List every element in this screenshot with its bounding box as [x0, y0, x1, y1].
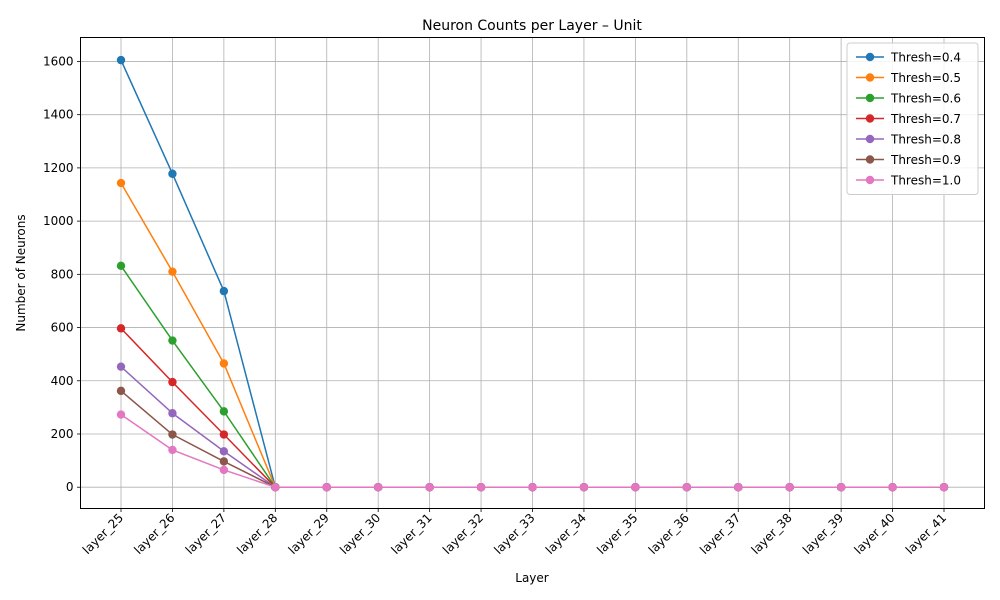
- data-point: [116, 386, 126, 396]
- data-point: [116, 261, 126, 271]
- legend: Thresh=0.4 Thresh=0.5 Thresh=0.6 Thresh=0.7…: [846, 42, 979, 195]
- data-point: [836, 483, 846, 492]
- data-point: [476, 483, 486, 492]
- data-point: [219, 407, 229, 416]
- series-7: [116, 410, 949, 492]
- chart-title: Neuron Counts per Layer – Unit: [422, 18, 642, 34]
- y-axis-label: Number of Neurons: [14, 214, 28, 331]
- data-point: [785, 483, 794, 492]
- legend-marker: [865, 175, 875, 185]
- data-point: [219, 447, 229, 456]
- legend-marker: [865, 73, 875, 82]
- data-point: [116, 362, 126, 371]
- legend-marker: [865, 134, 875, 144]
- legend-label: Thresh=0.6: [890, 92, 961, 106]
- data-point: [116, 324, 126, 333]
- data-point: [528, 483, 537, 492]
- data-point: [168, 409, 177, 418]
- legend-marker: [865, 114, 875, 123]
- y-tick-label: 1400: [43, 108, 74, 122]
- data-point: [734, 483, 743, 492]
- y-tick-label: 1200: [43, 161, 74, 175]
- y-tick-label: 400: [51, 374, 74, 388]
- legend-marker: [865, 52, 875, 62]
- data-point: [373, 483, 383, 492]
- legend-label: Thresh=0.4: [890, 51, 961, 65]
- legend-item: Thresh=0.8: [856, 133, 961, 147]
- data-point: [116, 410, 126, 419]
- legend-item: Thresh=0.7: [856, 112, 961, 126]
- legend-item: Thresh=0.4: [856, 51, 961, 65]
- legend-label: Thresh=0.7: [890, 112, 961, 126]
- data-point: [168, 267, 177, 276]
- y-tick-label: 1600: [43, 54, 74, 68]
- data-point: [322, 483, 331, 492]
- y-tick-label: 600: [51, 321, 74, 335]
- data-point: [116, 178, 126, 188]
- legend-marker: [865, 93, 875, 103]
- legend-item: Thresh=0.5: [856, 71, 961, 85]
- legend-label: Thresh=1.0: [890, 174, 961, 188]
- legend-item: Thresh=0.9: [856, 153, 961, 167]
- y-tick-label: 200: [51, 427, 74, 441]
- data-point: [271, 483, 280, 492]
- legend-item: Thresh=0.6: [856, 92, 961, 106]
- data-point: [219, 457, 229, 466]
- data-point: [579, 483, 589, 492]
- legend-box: [846, 42, 979, 195]
- data-point: [168, 169, 177, 178]
- data-point: [168, 377, 177, 387]
- y-tick-label: 0: [66, 480, 74, 494]
- legend-label: Thresh=0.8: [890, 133, 961, 147]
- y-axis-ticks: 0 200 400 600 800 1000 1200 1400 1600: [43, 54, 81, 494]
- legend-marker: [865, 155, 875, 164]
- data-point: [219, 286, 229, 296]
- y-tick-label: 800: [51, 267, 74, 281]
- data-point: [219, 465, 229, 475]
- legend-label: Thresh=0.9: [890, 153, 961, 167]
- data-point: [168, 430, 177, 439]
- data-point: [425, 483, 434, 492]
- data-point: [682, 483, 692, 492]
- data-point: [116, 55, 126, 65]
- series-layer: [116, 55, 949, 492]
- plot-frame: [80, 37, 985, 509]
- data-point: [168, 336, 177, 345]
- legend-label: Thresh=0.5: [890, 71, 961, 85]
- data-point: [219, 430, 229, 439]
- data-point: [939, 483, 949, 492]
- x-axis-label: Layer: [515, 571, 549, 585]
- data-point: [631, 483, 640, 492]
- data-point: [219, 359, 229, 368]
- data-point: [168, 445, 177, 455]
- y-tick-label: 1000: [43, 214, 74, 228]
- legend-item: Thresh=1.0: [856, 174, 961, 188]
- data-point: [888, 483, 897, 492]
